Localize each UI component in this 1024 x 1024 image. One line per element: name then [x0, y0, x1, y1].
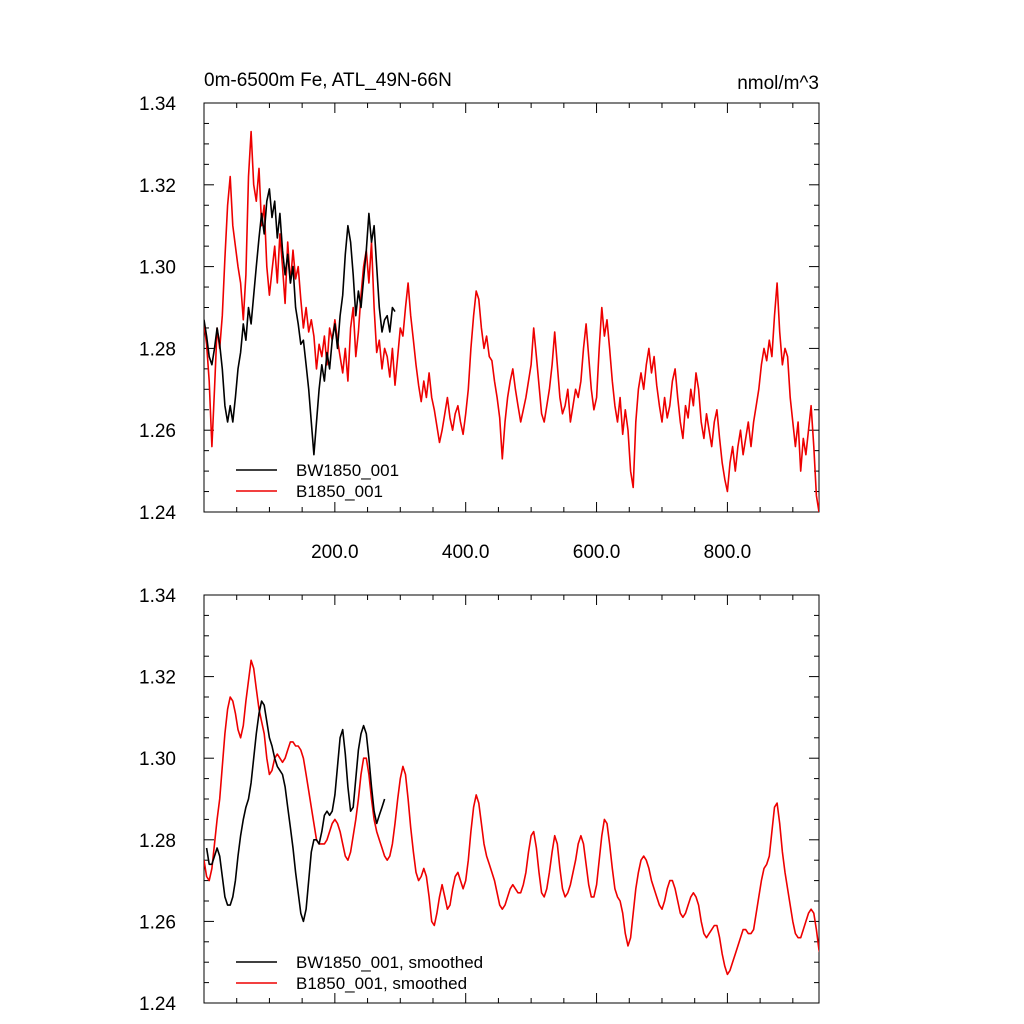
y-tick-label: 1.26	[139, 912, 176, 933]
y-tick-label: 1.32	[139, 176, 176, 197]
x-tick-label: 800.0	[704, 542, 752, 563]
y-tick-label: 1.24	[139, 994, 176, 1015]
y-tick-label: 1.24	[139, 503, 176, 524]
y-tick-label: 1.34	[139, 586, 176, 607]
legend-label: BW1850_001	[296, 461, 399, 480]
chart-title: 0m-6500m Fe, ATL_49N-66N	[204, 70, 452, 91]
series-line-b1850-001	[204, 130, 819, 512]
y-tick-label: 1.26	[139, 421, 176, 442]
legend-label: B1850_001, smoothed	[296, 974, 467, 993]
y-tick-label: 1.34	[139, 94, 176, 115]
series-line-bw1850-001	[204, 188, 396, 456]
y-tick-label: 1.32	[139, 668, 176, 689]
series-line-bw1850-001-smoothed	[205, 700, 386, 923]
legend-label: BW1850_001, smoothed	[296, 953, 483, 972]
x-tick-label: 200.0	[311, 542, 359, 563]
y-tick-label: 1.28	[139, 339, 176, 360]
y-tick-label: 1.30	[139, 749, 176, 770]
y-tick-label: 1.28	[139, 831, 176, 852]
plot-frame	[203, 594, 820, 1004]
legend-label: B1850_001	[296, 482, 383, 501]
x-tick-label: 600.0	[573, 542, 621, 563]
units-label: nmol/m^3	[737, 73, 819, 94]
bottom-panel: 1.24 1.26 1.28 1.30 1.32 1.34 BW1850_001, smoo…	[139, 586, 820, 1015]
x-tick-label: 400.0	[442, 542, 490, 563]
y-tick-label: 1.30	[139, 258, 176, 279]
series-line-b1850-001-smoothed	[204, 659, 819, 976]
top-panel: 1.24 1.26 1.28 1.30 1.32 1.34 200.0 400.0 600.0 8…	[139, 70, 820, 563]
